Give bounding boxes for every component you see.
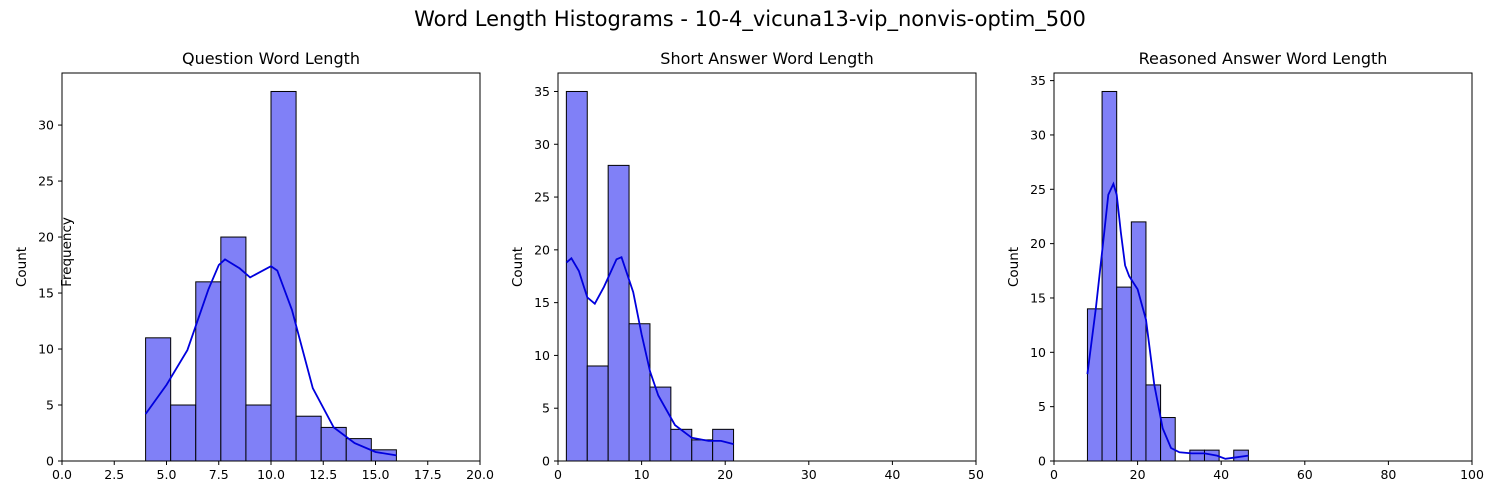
y-tick-label: 25 (38, 174, 54, 189)
histogram-bar (628, 323, 651, 462)
plot-frame (1053, 72, 1473, 462)
y-tick-label: 20 (1030, 236, 1046, 251)
y-tick-label: 10 (38, 342, 54, 357)
y-tick-label: 20 (534, 242, 550, 257)
panel-title: Short Answer Word Length (660, 49, 873, 68)
panel-2: 0 10 20 30 40 50 0 5 10 15 20 25 30 35 Short Answer Wo… (510, 49, 984, 482)
y-tick-label: 15 (534, 295, 550, 310)
x-tick-label: 30 (801, 467, 817, 482)
y-axis-label: Count (510, 247, 526, 287)
y-axis-label: Count (1006, 247, 1022, 287)
kde-line (1086, 181, 1249, 460)
histogram-bar (345, 438, 372, 462)
x-tick-label: 20 (1130, 467, 1146, 482)
y-tick-label: 5 (46, 398, 54, 413)
x-tick-label: 7.5 (209, 467, 229, 482)
histogram-bar (607, 164, 630, 462)
x-tick-label: 20 (717, 467, 733, 482)
y-tick-label: 10 (534, 348, 550, 363)
y-tick-label: 10 (1030, 345, 1046, 360)
y-tick-label: 25 (534, 190, 550, 205)
x-tick-label: 50 (968, 467, 984, 482)
panel-title: Reasoned Answer Word Length (1139, 49, 1388, 68)
panel-3: 0 20 40 60 80 100 0 5 10 15 20 25 30 35 Reasoned Answe… (1006, 49, 1484, 482)
x-tick-label: 0.0 (52, 467, 72, 482)
panel-1: 0.0 2.5 5.0 7.5 10.0 12.5 15.0 17.5 20.0 0 5 10 15 20… (14, 49, 494, 482)
histogram-bar (586, 365, 609, 462)
histogram-bar (1145, 384, 1162, 462)
histogram-bar (1086, 308, 1103, 462)
x-tick-label: 20.0 (466, 467, 494, 482)
y-axis-label: Count (14, 247, 30, 287)
x-tick-label: 0 (554, 467, 562, 482)
histogram-bar (295, 415, 322, 462)
x-tick-label: 40 (884, 467, 900, 482)
histogram-bar (270, 90, 297, 462)
y-tick-label: 30 (38, 118, 54, 133)
y-tick-label: 30 (534, 137, 550, 152)
y-tick-label: 35 (1030, 73, 1046, 88)
histogram-bar (195, 281, 222, 462)
histogram-bar (245, 404, 272, 462)
x-tick-label: 40 (1213, 467, 1229, 482)
kde-line (565, 255, 734, 445)
x-tick-label: 2.5 (104, 467, 124, 482)
x-tick-label: 80 (1380, 467, 1396, 482)
x-tick-label: 17.5 (414, 467, 442, 482)
histogram-bar (565, 90, 588, 462)
kde-line (144, 258, 397, 457)
y-tick-label: 30 (1030, 127, 1046, 142)
x-tick-label: 60 (1297, 467, 1313, 482)
histogram-bar (670, 428, 693, 462)
y-tick-label: 25 (1030, 182, 1046, 197)
figure-title: Word Length Histograms - 10-4_vicuna13-v… (414, 7, 1086, 32)
y-tick-label: 0 (46, 454, 54, 469)
x-tick-label: 5.0 (157, 467, 177, 482)
histogram-bar (145, 337, 172, 462)
frequency-label: Frequency (59, 217, 75, 287)
histogram-bar (1116, 286, 1132, 462)
histogram-bar (170, 404, 197, 462)
histogram-bar (1130, 221, 1147, 462)
y-tick-label: 5 (1038, 399, 1046, 414)
x-tick-label: 10 (634, 467, 650, 482)
x-tick-label: 100 (1460, 467, 1484, 482)
y-tick-label: 20 (38, 230, 54, 245)
y-tick-label: 15 (38, 286, 54, 301)
y-tick-label: 15 (1030, 290, 1046, 305)
histogram-bar (320, 426, 347, 462)
x-tick-label: 10.0 (257, 467, 285, 482)
plot-frame (557, 72, 977, 462)
x-tick-label: 12.5 (309, 467, 337, 482)
y-tick-label: 5 (542, 401, 550, 416)
x-tick-label: 0 (1050, 467, 1058, 482)
panel-title: Question Word Length (182, 49, 360, 68)
histogram-bar (1101, 90, 1118, 462)
histogram-bar (220, 236, 247, 462)
histogram-bar (712, 428, 735, 462)
histogram-bar (1189, 449, 1205, 462)
y-tick-label: 35 (534, 84, 550, 99)
y-tick-label: 0 (542, 454, 550, 469)
x-tick-label: 15.0 (362, 467, 390, 482)
y-tick-label: 0 (1038, 454, 1046, 469)
histogram-bar (691, 439, 714, 462)
